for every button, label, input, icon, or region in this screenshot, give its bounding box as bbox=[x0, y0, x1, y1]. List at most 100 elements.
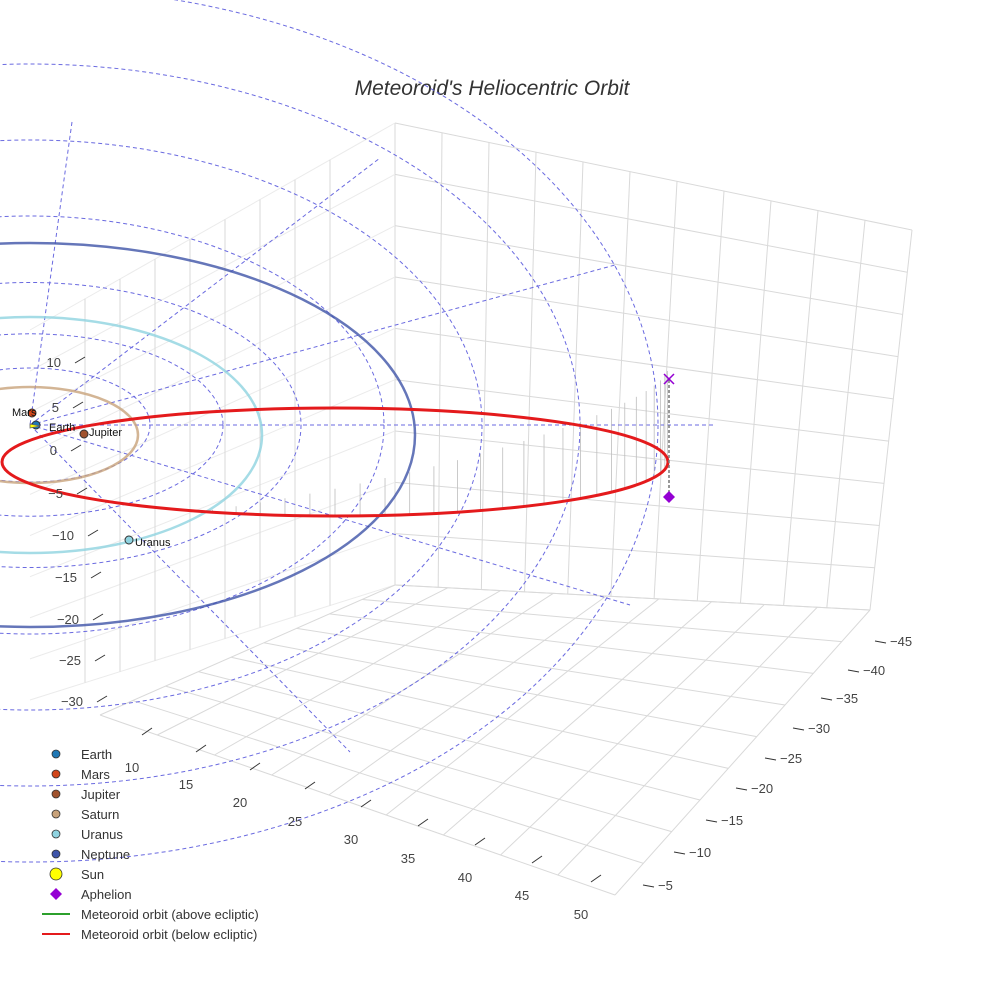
floor-grid-line bbox=[132, 700, 644, 864]
front-tick-label: 30 bbox=[344, 832, 358, 847]
floor-grid-line bbox=[214, 590, 501, 756]
legend-circle-icon bbox=[51, 849, 61, 859]
ecliptic-ring bbox=[0, 139, 483, 711]
back-grid-vertical bbox=[826, 220, 866, 608]
floor-grid-line bbox=[99, 584, 396, 716]
back-grid-vertical bbox=[524, 152, 537, 592]
front-tick-mark bbox=[249, 762, 261, 771]
legend-item[interactable]: Aphelion bbox=[50, 887, 132, 902]
uranus-orbit-ring bbox=[0, 315, 264, 555]
vertical-tick-mark bbox=[76, 487, 88, 495]
vertical-tick-label: −25 bbox=[59, 653, 81, 668]
floor-grid-line bbox=[443, 601, 712, 836]
legend-label: Uranus bbox=[81, 827, 123, 842]
vertical-tick-mark bbox=[70, 444, 82, 452]
legend-label: Meteoroid orbit (above ecliptic) bbox=[81, 907, 259, 922]
right-tick-label: −20 bbox=[751, 781, 773, 796]
aphelion-marker bbox=[663, 491, 675, 503]
axis-grid bbox=[29, 122, 913, 896]
front-tick-mark bbox=[360, 799, 372, 808]
back-grid-vertical bbox=[480, 142, 490, 590]
jupiter-label: Jupiter bbox=[89, 427, 122, 439]
back-grid-horizontal bbox=[394, 481, 880, 527]
floor-grid-line bbox=[99, 714, 616, 896]
right-tick-mark bbox=[705, 819, 718, 823]
right-tick-mark bbox=[820, 697, 833, 701]
legend-circle-icon bbox=[51, 829, 61, 839]
body-markers: Earth Mars Jupiter Uranus bbox=[12, 373, 675, 549]
vertical-tick-mark bbox=[74, 356, 86, 364]
ecliptic-spoke bbox=[29, 157, 381, 426]
right-tick-label: −40 bbox=[863, 663, 885, 678]
vertical-tick-mark bbox=[87, 529, 99, 537]
floor-grid-line bbox=[156, 587, 449, 736]
legend-item[interactable]: Saturn bbox=[51, 807, 119, 822]
meteoroid-orbit-below bbox=[0, 406, 670, 518]
legend-item[interactable]: Jupiter bbox=[51, 787, 121, 802]
floor-grid-line bbox=[362, 598, 842, 643]
back-grid-vertical bbox=[783, 210, 819, 606]
legend-item[interactable]: Sun bbox=[49, 867, 104, 882]
legend-item[interactable]: Earth bbox=[51, 747, 112, 762]
legend-circle-icon bbox=[51, 769, 61, 779]
back-grid-vertical bbox=[696, 191, 725, 601]
right-tick-mark bbox=[642, 884, 655, 888]
back-grid-horizontal bbox=[394, 430, 885, 484]
earth-label: Earth bbox=[49, 422, 75, 434]
right-tick-mark bbox=[847, 669, 860, 673]
axis-ticks: 1050−5−10−15−20−25−30101520253035404550−… bbox=[47, 355, 913, 922]
uranus-label: Uranus bbox=[135, 537, 171, 549]
mars-label: Mars bbox=[12, 407, 37, 419]
aphelion-projection-marker bbox=[663, 373, 675, 385]
side-grid-line bbox=[29, 430, 396, 578]
back-grid-horizontal bbox=[394, 379, 889, 442]
floor-grid-line bbox=[231, 656, 729, 769]
back-grid-horizontal bbox=[394, 533, 875, 569]
floor-grid-line bbox=[263, 642, 757, 738]
legend[interactable]: Earth Mars Jupiter Saturn Uranus Neptune Sun Ap… bbox=[42, 747, 259, 942]
back-grid-vertical bbox=[739, 200, 772, 604]
legend-item[interactable]: Mars bbox=[51, 767, 110, 782]
ecliptic-ring bbox=[0, 282, 302, 568]
side-grid-line bbox=[29, 225, 396, 413]
legend-label: Aphelion bbox=[81, 887, 132, 902]
front-tick-label: 40 bbox=[458, 870, 472, 885]
right-tick-mark bbox=[673, 851, 686, 855]
legend-item[interactable]: Meteoroid orbit (below ecliptic) bbox=[42, 927, 257, 942]
floor-grid-line bbox=[328, 595, 607, 796]
front-tick-label: 20 bbox=[233, 795, 247, 810]
front-tick-label: 35 bbox=[401, 851, 415, 866]
floor-grid-line bbox=[614, 609, 871, 896]
floor-grid-line bbox=[385, 598, 660, 816]
right-tick-label: −15 bbox=[721, 813, 743, 828]
back-grid-vertical bbox=[437, 132, 443, 588]
neptune-orbit-ring bbox=[0, 241, 417, 629]
front-tick-label: 15 bbox=[179, 777, 193, 792]
front-tick-mark bbox=[590, 874, 602, 883]
back-grid-vertical bbox=[869, 229, 913, 611]
ecliptic-spoke bbox=[29, 424, 351, 753]
floor-grid-line bbox=[394, 584, 871, 611]
legend-item[interactable]: Uranus bbox=[51, 827, 123, 842]
legend-label: Jupiter bbox=[81, 787, 121, 802]
vertical-tick-label: 0 bbox=[50, 443, 57, 458]
chart-title: Meteoroid's Heliocentric Orbit bbox=[355, 77, 631, 100]
front-tick-mark bbox=[195, 744, 207, 753]
legend-label: Sun bbox=[81, 867, 104, 882]
vertical-tick-label: 10 bbox=[47, 355, 61, 370]
jupiter-marker bbox=[79, 429, 89, 439]
legend-label: Mars bbox=[81, 767, 110, 782]
right-tick-mark bbox=[792, 727, 805, 731]
vertical-tick-mark bbox=[90, 571, 102, 579]
legend-item[interactable]: Meteoroid orbit (above ecliptic) bbox=[42, 907, 259, 922]
side-grid-line bbox=[29, 122, 396, 331]
legend-item[interactable]: Neptune bbox=[51, 847, 130, 862]
front-tick-mark bbox=[531, 855, 543, 864]
back-grid-horizontal bbox=[394, 327, 894, 400]
legend-circle-icon bbox=[51, 749, 61, 759]
right-tick-label: −10 bbox=[689, 845, 711, 860]
right-tick-mark bbox=[764, 757, 777, 761]
floor-grid-line bbox=[500, 604, 765, 856]
right-tick-label: −35 bbox=[836, 691, 858, 706]
vertical-tick-mark bbox=[96, 695, 108, 703]
